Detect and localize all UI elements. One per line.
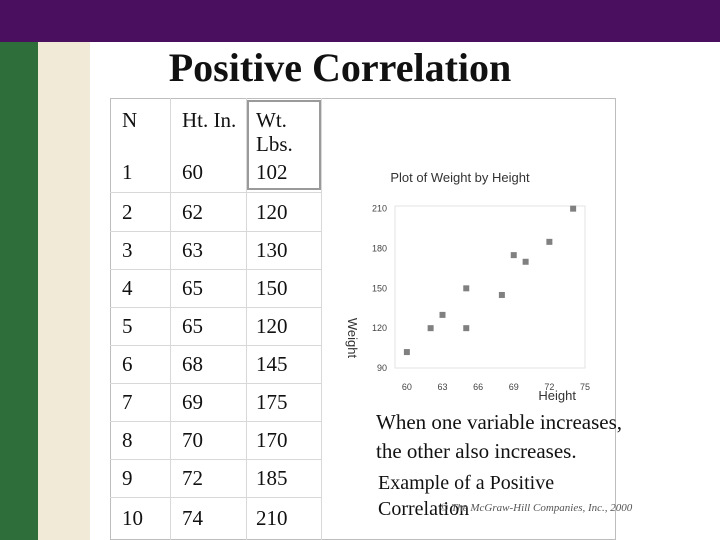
scatter-point <box>522 258 529 265</box>
table-cell: 1 <box>122 160 133 184</box>
x-axis-label: Height <box>538 388 576 403</box>
scatter-plot: Plot of Weight by Height 90120150180210 … <box>345 170 590 403</box>
table-cell: 65 <box>182 314 203 338</box>
scatter-point <box>463 285 470 292</box>
note-line-1: When one variable increases, <box>376 410 623 434</box>
top-banner <box>0 0 720 42</box>
table-row: 8 70 170 <box>110 421 322 460</box>
table-cell: 8 <box>122 428 133 452</box>
table-row: 2 62 120 <box>110 193 322 232</box>
table-row: 6 68 145 <box>110 345 322 384</box>
scatter-point <box>546 238 553 245</box>
table-cell: 62 <box>182 200 203 224</box>
left-beige-bar <box>38 42 90 540</box>
table-cell: 210 <box>256 506 288 530</box>
table-divider <box>321 98 322 540</box>
table-row: 4 65 150 <box>110 269 322 308</box>
table-cell: 120 <box>256 200 288 224</box>
y-tick-label: 150 <box>372 283 387 293</box>
scatter-point <box>570 205 577 212</box>
left-green-bar <box>0 42 38 540</box>
scatter-point <box>498 291 505 298</box>
example-line-1: Example of a Positive <box>378 472 555 494</box>
table-row: 7 69 175 <box>110 383 322 422</box>
table-cell: 170 <box>256 428 288 452</box>
table-cell: 10 <box>122 506 143 530</box>
x-tick-label: 72 <box>544 382 554 392</box>
table-cell: 74 <box>182 506 203 530</box>
note-line-2: the other also increases. <box>376 439 577 463</box>
scatter-point <box>427 325 434 332</box>
x-tick-label: 69 <box>509 382 519 392</box>
header-n: N <box>122 108 138 132</box>
table-cell: 2 <box>122 200 133 224</box>
y-axis-label: Weight <box>345 318 360 359</box>
table-cell: 185 <box>256 466 288 490</box>
table-row: 3 63 130 <box>110 231 322 270</box>
x-tick-label: 75 <box>580 382 590 392</box>
y-tick-label: 120 <box>372 323 387 333</box>
table-cell: 5 <box>122 314 133 338</box>
table-cell: 130 <box>256 238 288 262</box>
table-header-row: N Ht. In. Wt. Lbs. 1 60 102 <box>110 98 322 193</box>
scatter-point <box>403 349 410 356</box>
table-divider <box>170 98 171 540</box>
header-weight: Wt. Lbs. <box>256 108 293 156</box>
table-cell: 4 <box>122 276 133 300</box>
x-tick-label: 63 <box>437 382 447 392</box>
table-cell: 3 <box>122 238 133 262</box>
table-cell: 60 <box>182 160 203 184</box>
table-cell: 150 <box>256 276 288 300</box>
table-cell: 63 <box>182 238 203 262</box>
table-divider <box>246 98 247 540</box>
x-tick-label: 60 <box>402 382 412 392</box>
table-cell: 175 <box>256 390 288 414</box>
slide-title: Positive Correlation <box>168 45 512 90</box>
table-cell: 145 <box>256 352 288 376</box>
chart-title: Plot of Weight by Height <box>390 170 530 185</box>
table-cell: 9 <box>122 466 133 490</box>
table-cell: 6 <box>122 352 133 376</box>
y-tick-label: 180 <box>372 243 387 253</box>
table-cell: 68 <box>182 352 203 376</box>
table-cell: 69 <box>182 390 203 414</box>
scatter-point <box>439 311 446 318</box>
y-tick-label: 210 <box>372 204 387 214</box>
copyright-text: © The McGraw-Hill Companies, Inc., 2000 <box>440 502 633 514</box>
scatter-point <box>463 325 470 332</box>
y-tick-label: 90 <box>377 363 387 373</box>
table-row: 5 65 120 <box>110 307 322 346</box>
header-highlight-box <box>247 100 321 190</box>
plot-frame <box>394 205 586 369</box>
x-tick-label: 66 <box>473 382 483 392</box>
example-line-2: Correlation <box>378 498 470 520</box>
table-cell: 7 <box>122 390 133 414</box>
table-cell: 120 <box>256 314 288 338</box>
scatter-point <box>510 252 517 259</box>
table-cell: 65 <box>182 276 203 300</box>
table-row: 9 72 185 <box>110 459 322 498</box>
table-cell: 70 <box>182 428 203 452</box>
table-row: 10 74 210 <box>110 497 322 535</box>
table-cell: 102 <box>256 160 288 184</box>
table-cell: 72 <box>182 466 203 490</box>
header-height: Ht. In. <box>182 108 237 132</box>
